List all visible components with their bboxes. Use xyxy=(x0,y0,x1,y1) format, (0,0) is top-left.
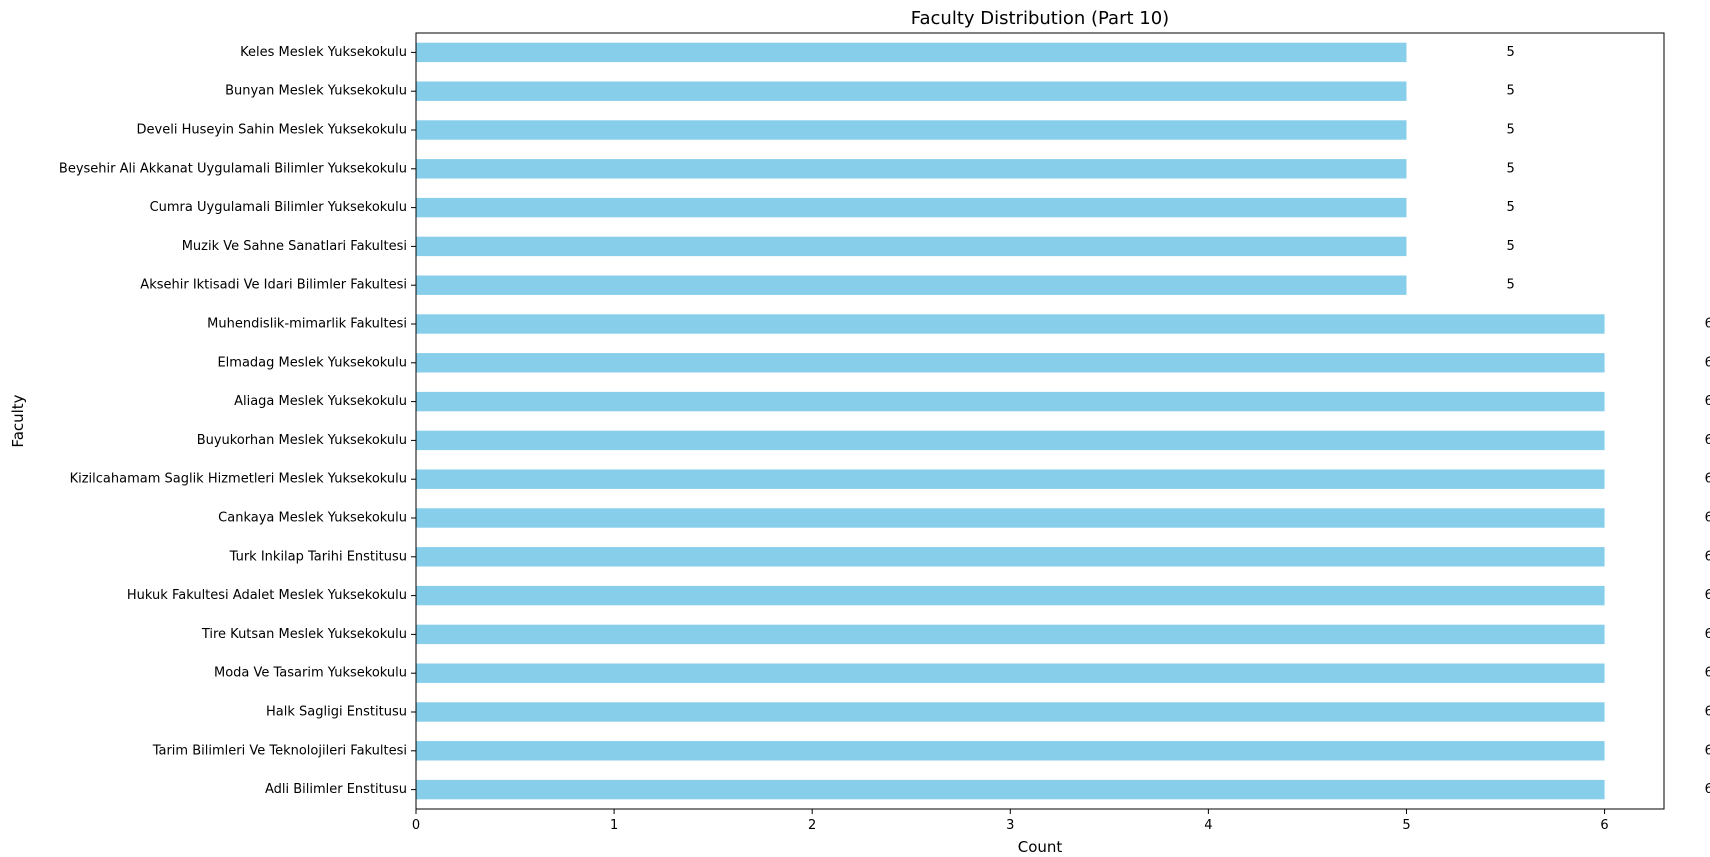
bar-value-label: 6 xyxy=(1705,433,1710,448)
y-tick-label: Bunyan Meslek Yuksekokulu xyxy=(225,84,407,99)
ticks-layer: Keles Meslek Yuksekokulu Bunyan Meslek Yu… xyxy=(59,45,1609,833)
y-tick-label: Elmadag Meslek Yuksekokulu xyxy=(217,355,407,370)
bar xyxy=(416,430,1605,451)
bar-value-label: 6 xyxy=(1705,782,1710,797)
bar-value-label: 6 xyxy=(1705,588,1710,603)
bar xyxy=(416,779,1605,800)
bar xyxy=(416,159,1407,179)
x-tick-label: 6 xyxy=(1600,818,1608,833)
bar xyxy=(416,275,1407,295)
bar-value-label: 6 xyxy=(1705,627,1710,642)
y-tick-label: Beysehir Ali Akkanat Uygulamali Bilimler… xyxy=(59,161,407,176)
y-tick-label: Halk Sagligi Enstitusu xyxy=(266,705,407,720)
y-tick-label: Muhendislik-mimarlik Fakultesi xyxy=(207,317,407,332)
y-tick-label: Moda Ve Tasarim Yuksekokulu xyxy=(214,666,407,681)
bar-value-label: 5 xyxy=(1506,200,1514,215)
bar xyxy=(416,547,1605,567)
bar xyxy=(416,353,1605,373)
bar-value-label: 6 xyxy=(1705,511,1710,526)
bar xyxy=(416,663,1605,683)
bar xyxy=(416,236,1407,257)
bar-value-label: 6 xyxy=(1705,666,1710,681)
y-tick-label: Hukuk Fakultesi Adalet Meslek Yuksekokul… xyxy=(127,588,407,603)
y-tick-label: Muzik Ve Sahne Sanatlari Fakultesi xyxy=(182,239,407,254)
x-tick-label: 1 xyxy=(610,818,618,833)
plot-frame xyxy=(415,32,1665,810)
y-tick-label: Aksehir Iktisadi Ve Idari Bilimler Fakul… xyxy=(140,278,407,293)
y-tick-label: Turk Inkilap Tarihi Enstitusu xyxy=(229,549,407,564)
bar xyxy=(416,42,1407,63)
bar-value-label: 5 xyxy=(1506,278,1514,293)
bar xyxy=(416,508,1605,528)
bar xyxy=(416,391,1605,412)
y-tick-label: Tarim Bilimleri Ve Teknolojileri Fakulte… xyxy=(152,743,407,758)
y-tick-label: Cumra Uygulamali Bilimler Yuksekokulu xyxy=(150,200,407,215)
y-tick-label: Cankaya Meslek Yuksekokulu xyxy=(218,511,407,526)
bar-value-label: 6 xyxy=(1705,472,1710,487)
y-tick-label: Tire Kutsan Meslek Yuksekokulu xyxy=(201,627,407,642)
y-tick-label: Develi Huseyin Sahin Meslek Yuksekokulu xyxy=(137,123,407,138)
bar-value-label: 6 xyxy=(1705,394,1710,409)
x-tick-label: 5 xyxy=(1402,818,1410,833)
bar xyxy=(416,469,1605,489)
x-tick-label: 3 xyxy=(1006,818,1014,833)
bar-value-label: 6 xyxy=(1705,549,1710,564)
y-tick-label: Buyukorhan Meslek Yuksekokulu xyxy=(197,433,407,448)
bar xyxy=(416,197,1407,218)
y-tick-label: Aliaga Meslek Yuksekokulu xyxy=(234,394,407,409)
y-axis-label: Faculty xyxy=(9,394,27,447)
x-tick-label: 0 xyxy=(412,818,420,833)
y-tick-label: Keles Meslek Yuksekokulu xyxy=(240,45,407,60)
bar-value-label: 6 xyxy=(1705,705,1710,720)
bar xyxy=(416,741,1605,761)
x-tick-label: 2 xyxy=(808,818,816,833)
y-tick-label: Kizilcahamam Saglik Hizmetleri Meslek Yu… xyxy=(70,472,407,487)
x-axis-label: Count xyxy=(1018,838,1063,856)
bar-value-label: 6 xyxy=(1705,743,1710,758)
bar xyxy=(416,585,1605,606)
bar-value-label: 5 xyxy=(1506,123,1514,138)
bar-value-label: 5 xyxy=(1506,239,1514,254)
data-labels-layer: 5 5 5 5 5 5 5 6 6 6 6 6 6 6 6 6 6 6 6 6 xyxy=(1506,45,1710,797)
bar xyxy=(416,702,1605,722)
bars-layer xyxy=(416,42,1605,800)
bar xyxy=(416,81,1407,101)
bar-value-label: 6 xyxy=(1705,355,1710,370)
bar xyxy=(416,624,1605,645)
bar-value-label: 6 xyxy=(1705,317,1710,332)
bar xyxy=(416,314,1605,334)
bar xyxy=(416,120,1407,140)
chart-title: Faculty Distribution (Part 10) xyxy=(911,8,1169,29)
bar-value-label: 5 xyxy=(1506,161,1514,176)
bar-value-label: 5 xyxy=(1506,45,1514,60)
x-tick-label: 4 xyxy=(1204,818,1212,833)
bar-value-label: 5 xyxy=(1506,84,1514,99)
y-tick-label: Adli Bilimler Enstitusu xyxy=(265,782,407,797)
